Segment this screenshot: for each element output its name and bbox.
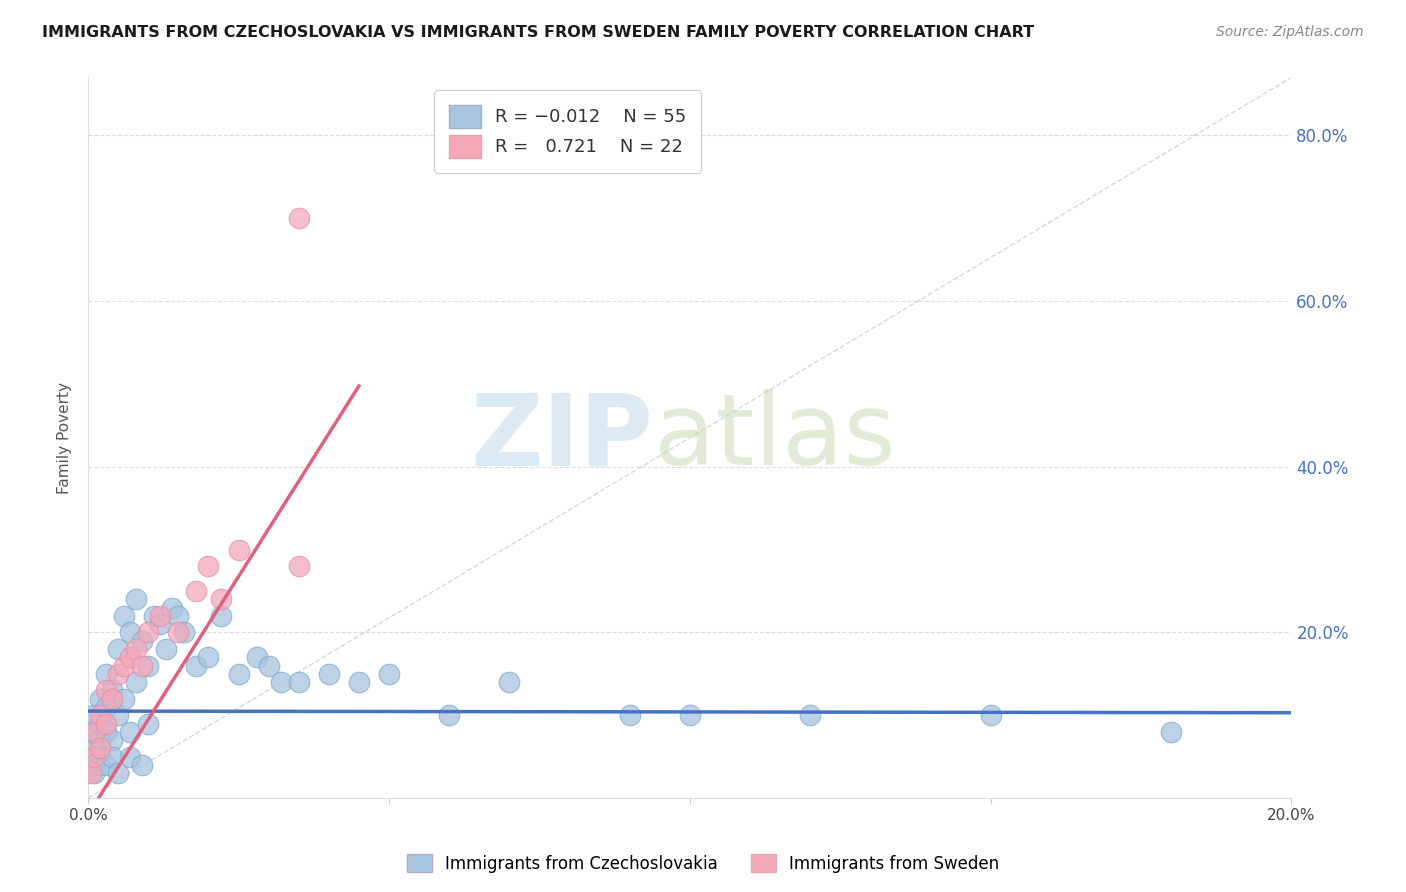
Point: [167, 625, 190, 640]
Point: [270, 675, 292, 690]
Point: [120, 625, 142, 640]
Text: Source: ZipAtlas.com: Source: ZipAtlas.com: [1216, 25, 1364, 39]
Point: [136, 625, 159, 640]
Point: [197, 559, 219, 574]
Point: [96, 683, 118, 698]
Text: atlas: atlas: [654, 389, 896, 486]
Point: [107, 666, 129, 681]
Point: [125, 592, 148, 607]
Point: [136, 716, 159, 731]
Point: [186, 658, 208, 673]
Point: [120, 650, 142, 665]
Point: [619, 708, 641, 723]
Point: [83, 741, 105, 756]
Point: [437, 708, 460, 723]
Point: [125, 675, 148, 690]
Point: [131, 758, 153, 772]
Point: [101, 691, 124, 706]
Point: [83, 749, 105, 764]
Point: [112, 691, 135, 706]
Point: [143, 608, 166, 623]
Y-axis label: Family Poverty: Family Poverty: [58, 382, 72, 494]
Point: [125, 642, 148, 657]
Point: [101, 683, 124, 698]
Point: [120, 724, 142, 739]
Point: [89, 758, 111, 772]
Point: [120, 749, 142, 764]
Legend: Immigrants from Czechoslovakia, Immigrants from Sweden: Immigrants from Czechoslovakia, Immigran…: [399, 847, 1007, 880]
Point: [209, 608, 232, 623]
Point: [107, 766, 129, 780]
Point: [89, 733, 111, 747]
Point: [96, 724, 118, 739]
Point: [197, 650, 219, 665]
Point: [83, 724, 105, 739]
Point: [107, 708, 129, 723]
Point: [101, 749, 124, 764]
Point: [149, 617, 172, 632]
Point: [186, 584, 208, 599]
Point: [96, 758, 118, 772]
Point: [1160, 724, 1182, 739]
Point: [257, 658, 280, 673]
Point: [80, 766, 103, 780]
Point: [89, 716, 111, 731]
Point: [287, 675, 309, 690]
Point: [162, 600, 184, 615]
Point: [136, 658, 159, 673]
Text: ZIP: ZIP: [471, 389, 654, 486]
Point: [131, 633, 153, 648]
Point: [246, 650, 269, 665]
Point: [679, 708, 702, 723]
Point: [378, 666, 401, 681]
Point: [980, 708, 1002, 723]
Point: [209, 592, 232, 607]
Point: [173, 625, 195, 640]
Point: [318, 666, 340, 681]
Point: [228, 666, 250, 681]
Point: [89, 749, 111, 764]
Point: [89, 691, 111, 706]
Point: [83, 708, 105, 723]
Point: [799, 708, 821, 723]
Text: IMMIGRANTS FROM CZECHOSLOVAKIA VS IMMIGRANTS FROM SWEDEN FAMILY POVERTY CORRELAT: IMMIGRANTS FROM CZECHOSLOVAKIA VS IMMIGR…: [42, 25, 1035, 40]
Point: [107, 642, 129, 657]
Point: [287, 559, 309, 574]
Point: [96, 666, 118, 681]
Point: [96, 700, 118, 714]
Point: [89, 741, 111, 756]
Point: [131, 658, 153, 673]
Point: [89, 708, 111, 723]
Point: [96, 716, 118, 731]
Point: [112, 658, 135, 673]
Point: [83, 766, 105, 780]
Point: [347, 675, 370, 690]
Point: [287, 211, 309, 226]
Point: [149, 608, 172, 623]
Point: [101, 733, 124, 747]
Point: [498, 675, 520, 690]
Point: [83, 758, 105, 772]
Point: [112, 608, 135, 623]
Legend: R = −​0.012    N = 55, R =   0.721    N = 22: R = −​0.012 N = 55, R = 0.721 N = 22: [434, 90, 702, 172]
Point: [228, 542, 250, 557]
Point: [167, 608, 190, 623]
Point: [80, 724, 103, 739]
Point: [155, 642, 177, 657]
